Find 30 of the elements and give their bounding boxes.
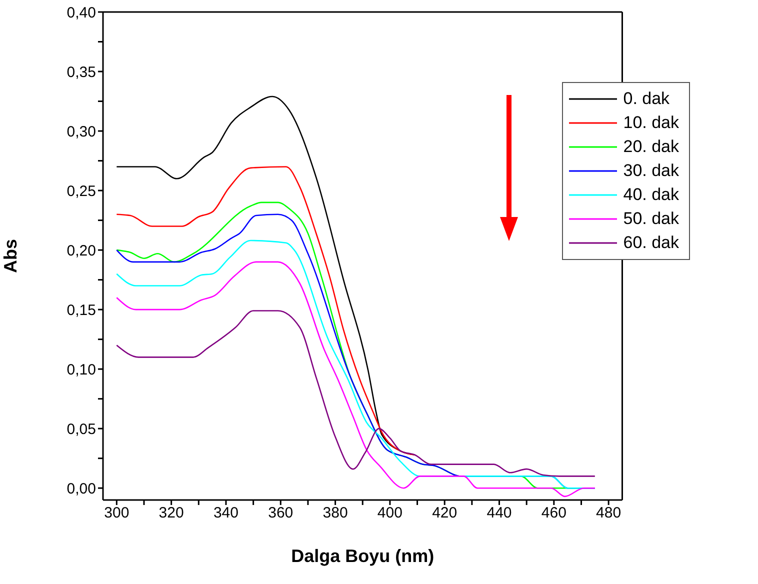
y-tick-label: 0,05 xyxy=(66,420,96,438)
y-tick-label: 0,10 xyxy=(66,361,96,378)
legend-label: 30. dak xyxy=(623,161,679,181)
x-tick-label: 380 xyxy=(322,504,348,522)
y-tick-label: 0,25 xyxy=(66,182,96,200)
legend-label: 10. dak xyxy=(623,113,679,133)
x-tick-label: 400 xyxy=(377,504,402,522)
x-axis-title: Dalga Boyu (nm) xyxy=(291,546,434,566)
x-tick-label: 420 xyxy=(432,504,458,522)
legend-label: 40. dak xyxy=(623,185,679,205)
x-tick-label: 480 xyxy=(596,504,622,522)
line-series xyxy=(116,166,416,456)
y-tick-label: 0,20 xyxy=(66,242,96,260)
legend-label: 0. dak xyxy=(623,89,670,109)
x-tick-label: 460 xyxy=(541,504,566,522)
legend-label: 60. dak xyxy=(623,233,679,253)
x-tick-label: 340 xyxy=(213,504,238,522)
x-tick-label: 440 xyxy=(486,504,512,522)
x-tick-label: 360 xyxy=(268,504,294,522)
legend-label: 20. dak xyxy=(623,137,679,157)
y-tick-label: 0,15 xyxy=(66,302,96,319)
x-tick-label: 320 xyxy=(158,504,184,522)
line-series xyxy=(116,310,596,477)
x-tick-label: 300 xyxy=(104,504,130,522)
y-tick-label: 0,30 xyxy=(66,123,96,140)
legend-label: 50. dak xyxy=(623,209,679,229)
y-axis-title: Abs xyxy=(0,238,20,274)
y-tick-label: 0,40 xyxy=(66,4,96,22)
y-tick-label: 0,35 xyxy=(66,64,96,81)
y-tick-label: 0,00 xyxy=(66,480,96,498)
